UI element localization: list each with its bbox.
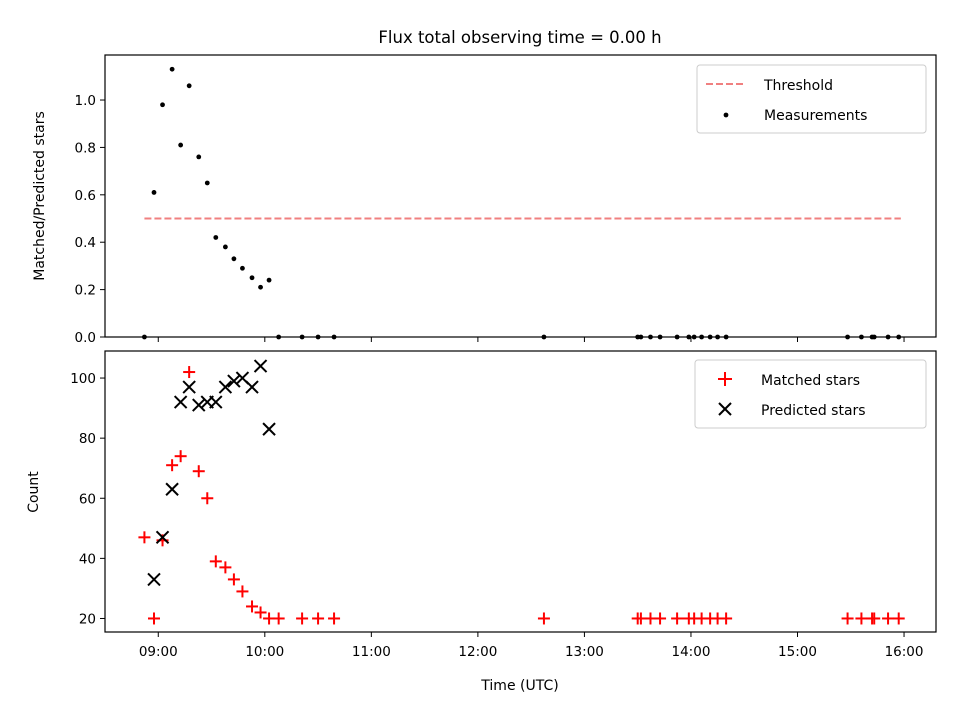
matched-stars-point <box>892 612 905 625</box>
count-x-tick-label: 09:00 <box>139 644 178 660</box>
matched-stars-point <box>312 612 325 625</box>
count-y-tick-label: 60 <box>79 491 96 507</box>
legend-matched-swatch <box>718 372 732 386</box>
matched-stars-point <box>868 612 881 625</box>
count-x-tick-label: 12:00 <box>458 644 497 660</box>
ratio-y-tick-label: 0.2 <box>75 283 96 299</box>
predicted-stars-point <box>209 395 223 409</box>
ratio-panel: 0.0 0.2 0.4 0.6 0.8 1.0 Matched/Predicted sta… <box>32 54 937 346</box>
measurements-point <box>204 180 210 186</box>
chart-title: Flux total observing time = 0.00 h <box>378 28 661 47</box>
measurements-point <box>222 244 228 250</box>
measurements-point <box>178 142 184 148</box>
predicted-stars-point <box>165 482 179 496</box>
measurements-point <box>249 275 255 281</box>
predicted-stars-point <box>182 380 196 394</box>
matched-stars-point <box>671 612 684 625</box>
matched-stars-point <box>654 612 667 625</box>
measurements-point <box>169 66 175 72</box>
count-marks <box>138 359 905 625</box>
x-axis-label: Time (UTC) <box>480 678 558 694</box>
legend-predicted-label: Predicted stars <box>761 403 866 419</box>
predicted-stars-point <box>147 572 161 587</box>
measurements-point <box>231 256 237 262</box>
measurements-point <box>196 154 202 160</box>
measurements-point <box>160 102 165 108</box>
matched-stars-point <box>209 555 222 568</box>
predicted-stars-point <box>192 398 206 412</box>
ratio-y-tick-label: 0.6 <box>75 188 96 204</box>
matched-stars-point <box>166 459 179 472</box>
matched-stars-point <box>720 612 733 625</box>
measurements-point <box>240 265 245 271</box>
matched-stars-point <box>296 612 309 625</box>
count-axes-frame <box>104 350 937 633</box>
ratio-legend: Threshold Measurements <box>696 64 927 134</box>
count-axis-ticks: 09:00 10:00 11:00 12:00 13:00 14:00 15:00 16:00… <box>70 371 923 660</box>
matched-stars-point <box>328 612 341 625</box>
ratio-y-tick-label: 0.8 <box>75 140 96 156</box>
matched-stars-point <box>138 531 151 544</box>
ratio-y-axis-label: Matched/Predicted stars <box>32 111 48 281</box>
matched-stars-point <box>882 612 895 625</box>
matched-stars-point <box>537 612 550 625</box>
predicted-stars-point <box>227 374 241 388</box>
count-x-tick-label: 10:00 <box>245 644 284 660</box>
legend-predicted-swatch <box>718 402 732 416</box>
matched-stars-point <box>227 573 240 586</box>
matched-stars-point <box>183 366 196 379</box>
ratio-legend-box <box>696 64 927 134</box>
matched-stars-point <box>219 561 232 574</box>
count-x-tick-label: 15:00 <box>778 644 817 660</box>
legend-measurements-swatch <box>723 112 729 118</box>
count-x-tick-label: 13:00 <box>565 644 604 660</box>
predicted-stars-point <box>245 380 259 394</box>
predicted-stars-point <box>218 380 233 394</box>
count-x-tick-label: 14:00 <box>672 644 711 660</box>
matched-stars-point <box>246 600 259 613</box>
measurements-point <box>186 83 192 89</box>
predicted-stars-point <box>173 395 188 409</box>
matched-stars-point <box>201 492 214 505</box>
predicted-stars-point <box>253 359 268 373</box>
count-panel: 09:00 10:00 11:00 12:00 13:00 14:00 15:00 16:00… <box>26 350 937 694</box>
count-legend-box <box>694 359 927 429</box>
measurements-point <box>151 190 157 195</box>
count-y-tick-label: 80 <box>79 431 96 447</box>
legend-measurements-label: Measurements <box>764 108 867 124</box>
matched-stars-point <box>192 465 205 478</box>
legend-matched-label: Matched stars <box>761 373 860 389</box>
count-y-tick-label: 40 <box>79 551 96 567</box>
count-y-tick-label: 20 <box>79 611 96 627</box>
measurements-point <box>266 277 272 283</box>
count-y-tick-label: 100 <box>70 371 96 387</box>
matched-stars-point <box>841 612 854 625</box>
matched-stars-point <box>148 612 161 625</box>
matched-stars-point <box>236 585 249 598</box>
ratio-marks <box>142 66 902 340</box>
ratio-y-tick-label: 1.0 <box>75 93 96 109</box>
count-x-tick-label: 11:00 <box>352 644 391 660</box>
measurements-point <box>258 284 263 290</box>
ratio-y-tick-label: 0.4 <box>75 235 96 251</box>
matched-stars-point <box>174 450 187 463</box>
ratio-axes-frame <box>104 54 937 338</box>
matched-stars-point <box>254 606 267 619</box>
count-x-tick-label: 16:00 <box>885 644 924 660</box>
predicted-stars-point <box>262 422 276 436</box>
matched-stars-point <box>272 612 285 625</box>
ratio-axis-ticks: 0.0 0.2 0.4 0.6 0.8 1.0 <box>75 93 905 346</box>
predicted-stars-point <box>155 530 170 545</box>
matched-stars-point <box>855 612 868 625</box>
measurements-point <box>213 235 219 240</box>
count-y-axis-label: Count <box>26 471 42 513</box>
count-legend: Matched stars Predicted stars <box>694 359 927 429</box>
ratio-y-tick-label: 0.0 <box>75 330 96 346</box>
legend-threshold-label: Threshold <box>763 78 833 94</box>
